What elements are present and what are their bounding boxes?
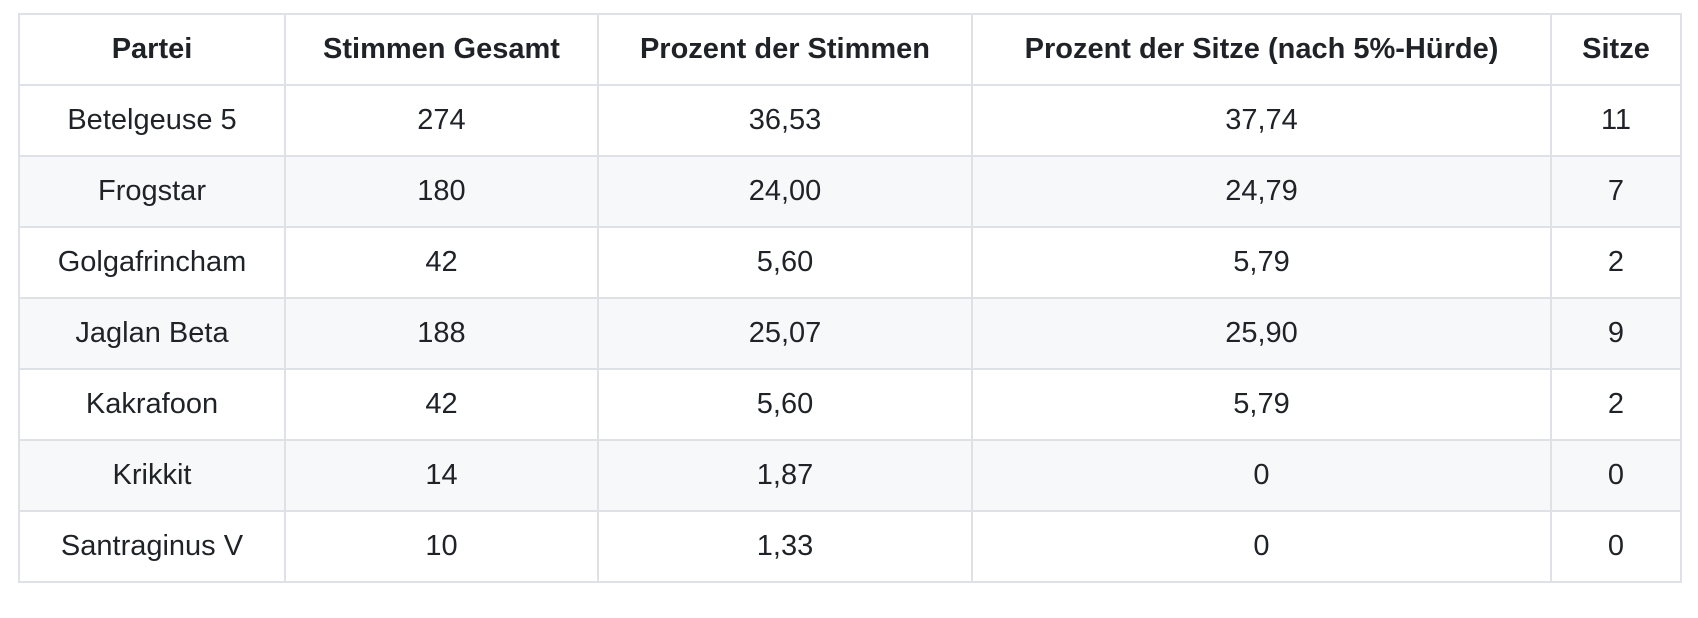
cell-sitze: 2 — [1550, 226, 1682, 299]
cell-prozent-der-sitze: 5,79 — [971, 226, 1552, 299]
table-row: Krikkit 14 1,87 0 0 — [18, 439, 1682, 512]
cell-sitze: 9 — [1550, 297, 1682, 370]
cell-sitze: 0 — [1550, 510, 1682, 583]
column-header-prozent-der-sitze: Prozent der Sitze (nach 5%-Hürde) — [971, 13, 1552, 86]
table-row: Jaglan Beta 188 25,07 25,90 9 — [18, 297, 1682, 370]
cell-stimmen-gesamt: 42 — [284, 368, 599, 441]
cell-prozent-der-sitze: 0 — [971, 439, 1552, 512]
cell-sitze: 7 — [1550, 155, 1682, 228]
table-row: Frogstar 180 24,00 24,79 7 — [18, 155, 1682, 228]
cell-prozent-der-stimmen: 1,87 — [597, 439, 973, 512]
cell-prozent-der-stimmen: 36,53 — [597, 84, 973, 157]
cell-partei: Golgafrincham — [18, 226, 286, 299]
cell-stimmen-gesamt: 180 — [284, 155, 599, 228]
cell-prozent-der-stimmen: 1,33 — [597, 510, 973, 583]
column-header-prozent-der-stimmen: Prozent der Stimmen — [597, 13, 973, 86]
cell-partei: Frogstar — [18, 155, 286, 228]
cell-stimmen-gesamt: 274 — [284, 84, 599, 157]
cell-partei: Krikkit — [18, 439, 286, 512]
cell-prozent-der-stimmen: 24,00 — [597, 155, 973, 228]
table-row: Kakrafoon 42 5,60 5,79 2 — [18, 368, 1682, 441]
table-header-row: Partei Stimmen Gesamt Prozent der Stimme… — [18, 13, 1682, 86]
cell-stimmen-gesamt: 188 — [284, 297, 599, 370]
cell-partei: Betelgeuse 5 — [18, 84, 286, 157]
cell-prozent-der-sitze: 37,74 — [971, 84, 1552, 157]
table-row: Golgafrincham 42 5,60 5,79 2 — [18, 226, 1682, 299]
cell-prozent-der-stimmen: 25,07 — [597, 297, 973, 370]
cell-prozent-der-sitze: 5,79 — [971, 368, 1552, 441]
cell-stimmen-gesamt: 10 — [284, 510, 599, 583]
cell-partei: Kakrafoon — [18, 368, 286, 441]
cell-prozent-der-sitze: 25,90 — [971, 297, 1552, 370]
cell-prozent-der-stimmen: 5,60 — [597, 226, 973, 299]
table-row: Betelgeuse 5 274 36,53 37,74 11 — [18, 84, 1682, 157]
column-header-sitze: Sitze — [1550, 13, 1682, 86]
column-header-stimmen-gesamt: Stimmen Gesamt — [284, 13, 599, 86]
cell-prozent-der-sitze: 24,79 — [971, 155, 1552, 228]
table-row: Santraginus V 10 1,33 0 0 — [18, 510, 1682, 583]
results-table: Partei Stimmen Gesamt Prozent der Stimme… — [18, 13, 1682, 583]
cell-sitze: 2 — [1550, 368, 1682, 441]
column-header-partei: Partei — [18, 13, 286, 86]
cell-prozent-der-sitze: 0 — [971, 510, 1552, 583]
cell-stimmen-gesamt: 42 — [284, 226, 599, 299]
cell-prozent-der-stimmen: 5,60 — [597, 368, 973, 441]
cell-partei: Jaglan Beta — [18, 297, 286, 370]
cell-partei: Santraginus V — [18, 510, 286, 583]
cell-sitze: 11 — [1550, 84, 1682, 157]
cell-stimmen-gesamt: 14 — [284, 439, 599, 512]
cell-sitze: 0 — [1550, 439, 1682, 512]
